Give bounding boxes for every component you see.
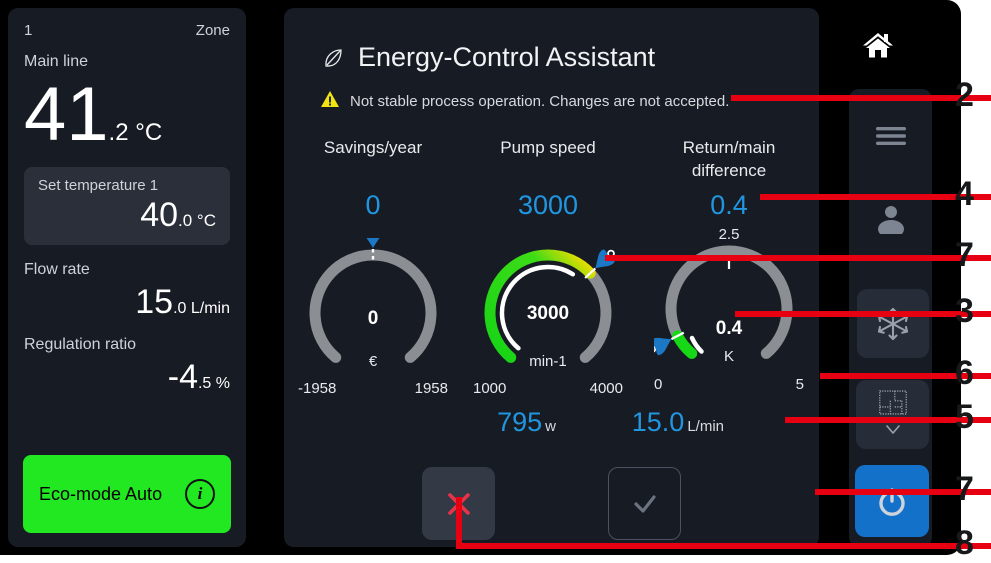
svg-text:0: 0 bbox=[368, 308, 379, 329]
svg-text:0.4: 0.4 bbox=[716, 318, 743, 339]
svg-text:3000: 3000 bbox=[527, 303, 569, 324]
